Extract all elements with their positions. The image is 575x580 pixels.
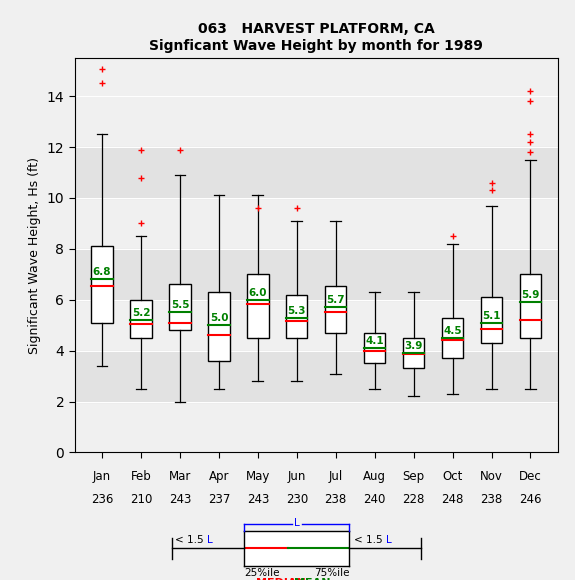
Text: 210: 210 xyxy=(130,493,152,506)
Text: 6.8: 6.8 xyxy=(93,267,112,277)
Text: 5.7: 5.7 xyxy=(327,295,345,305)
Text: 238: 238 xyxy=(480,493,503,506)
Bar xyxy=(208,292,229,361)
Bar xyxy=(364,333,385,363)
Text: Feb: Feb xyxy=(131,470,151,483)
Text: MEAN: MEAN xyxy=(294,578,331,580)
Text: 5.5: 5.5 xyxy=(171,300,189,310)
Text: 237: 237 xyxy=(208,493,230,506)
Text: Jun: Jun xyxy=(288,470,306,483)
Text: Apr: Apr xyxy=(209,470,229,483)
Bar xyxy=(131,300,152,338)
Text: 248: 248 xyxy=(442,493,464,506)
Bar xyxy=(75,147,558,198)
Text: Aug: Aug xyxy=(363,470,386,483)
Text: 5.9: 5.9 xyxy=(522,290,540,300)
Text: 5.1: 5.1 xyxy=(482,311,501,321)
Text: L: L xyxy=(294,518,300,528)
Text: 228: 228 xyxy=(402,493,425,506)
Text: 6.0: 6.0 xyxy=(248,288,267,298)
Text: 243: 243 xyxy=(247,493,269,506)
Bar xyxy=(325,286,347,333)
Text: 4.5: 4.5 xyxy=(443,326,462,336)
Text: 246: 246 xyxy=(519,493,542,506)
Text: 243: 243 xyxy=(168,493,191,506)
Text: 75%ile: 75%ile xyxy=(314,568,350,578)
Bar xyxy=(75,351,558,401)
Title: 063   HARVEST PLATFORM, CA
Signficant Wave Height by month for 1989: 063 HARVEST PLATFORM, CA Signficant Wave… xyxy=(150,23,483,53)
Text: < 1.5: < 1.5 xyxy=(175,535,207,545)
Text: Nov: Nov xyxy=(480,470,503,483)
Text: < 1.5: < 1.5 xyxy=(354,535,386,545)
Bar xyxy=(247,274,269,338)
Text: 4.1: 4.1 xyxy=(366,336,384,346)
Text: Sep: Sep xyxy=(402,470,425,483)
Text: 230: 230 xyxy=(286,493,308,506)
Text: Jul: Jul xyxy=(328,470,343,483)
Y-axis label: Significant Wave Height, Hs (ft): Significant Wave Height, Hs (ft) xyxy=(28,157,41,354)
Text: 238: 238 xyxy=(325,493,347,506)
Text: L: L xyxy=(206,535,212,545)
Bar xyxy=(169,284,191,330)
Text: 5.3: 5.3 xyxy=(288,306,306,316)
Bar xyxy=(520,274,541,338)
Bar xyxy=(442,317,463,358)
Text: MEDIAN: MEDIAN xyxy=(256,578,306,580)
Text: L: L xyxy=(386,535,392,545)
Text: 5.0: 5.0 xyxy=(210,313,228,323)
Text: May: May xyxy=(246,470,270,483)
Text: Oct: Oct xyxy=(442,470,463,483)
Text: 5.2: 5.2 xyxy=(132,308,150,318)
Text: Jan: Jan xyxy=(93,470,111,483)
Text: 236: 236 xyxy=(91,493,113,506)
Text: 25%ile: 25%ile xyxy=(244,568,279,578)
Text: Dec: Dec xyxy=(519,470,542,483)
Bar xyxy=(75,249,558,300)
Text: 240: 240 xyxy=(363,493,386,506)
Bar xyxy=(481,297,502,343)
Text: 3.9: 3.9 xyxy=(404,341,423,351)
Bar xyxy=(286,295,308,338)
Text: Mar: Mar xyxy=(168,470,191,483)
Bar xyxy=(91,246,113,322)
Bar xyxy=(403,338,424,368)
